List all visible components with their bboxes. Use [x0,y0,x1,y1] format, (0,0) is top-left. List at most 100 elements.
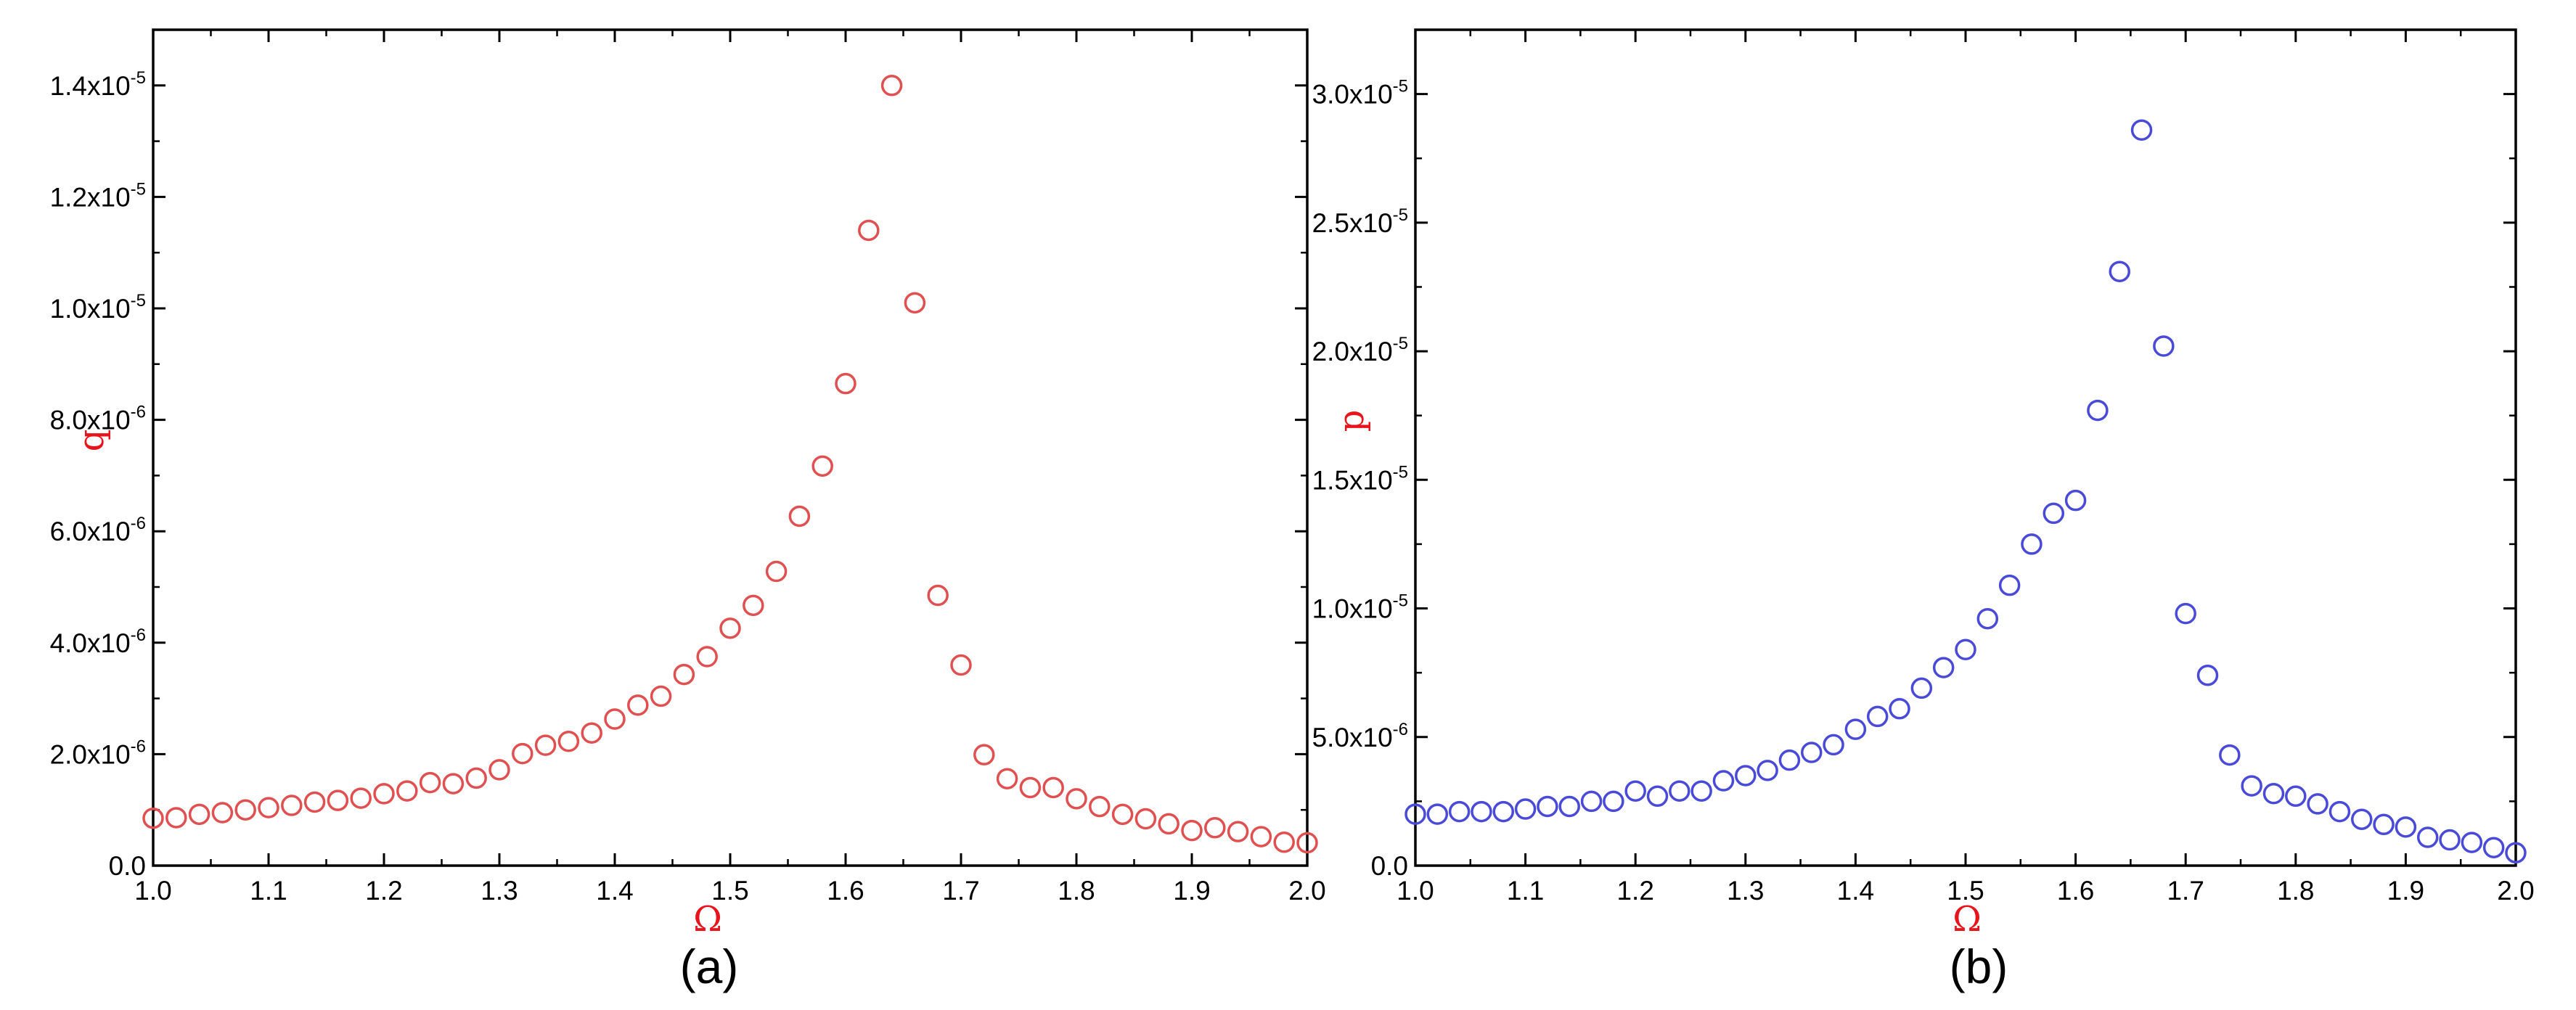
x-tick-label: 1.6 [827,876,864,906]
data-point [1204,817,1226,839]
data-point [419,771,441,794]
data-point [2064,489,2087,512]
data-point [1844,718,1867,740]
data-point [1019,776,1042,799]
data-point [2043,502,2065,525]
x-tick-label: 1.1 [1507,876,1544,906]
data-point [2219,744,2241,766]
data-point [2109,260,2130,282]
data-series [1404,119,2527,864]
y-tick-label: 1.4x10-5 [50,68,146,101]
data-point [1624,780,1646,802]
data-point [1250,826,1272,847]
x-axis-ticks: 1.0 1.1 1.2 1.3 1.4 1.5 1.6 1.7 1.8 1.9 2.0 [1397,30,2535,906]
data-point [465,767,487,789]
data-point [1111,803,1134,826]
data-point [327,789,349,811]
data-point [2328,800,2351,823]
data-point [234,799,256,821]
x-tick-label: 1.7 [942,876,979,906]
data-point [1712,770,1735,792]
data-point [1181,819,1203,842]
data-point [2285,785,2307,808]
y-tick-exponent: -5 [1393,77,1408,97]
data-point [2307,793,2328,815]
data-point [211,802,234,824]
data-point [281,795,303,816]
y-tick-label: 6.0x10-6 [50,514,146,546]
data-point [2262,783,2285,805]
y-tick-exponent: -6 [131,736,146,756]
data-point [2087,399,2109,422]
data-point [396,780,418,802]
data-point [512,742,533,765]
data-series [142,75,1318,854]
data-point [650,685,672,707]
y-tick-exponent: -5 [1393,334,1408,353]
data-point [1778,749,1801,771]
x-axis-label: Ω [1953,899,1982,940]
y-tick-label: 0.0 [109,851,146,881]
y-tick-label: 0.0 [1371,851,1408,881]
data-point [1158,813,1179,835]
y-tick-exponent: -6 [131,514,146,533]
x-tick-label: 1.3 [481,876,518,906]
data-point [2373,813,2395,836]
data-point [1998,574,2021,596]
x-tick-label: 1.7 [2167,876,2204,906]
x-tick-label: 1.8 [1058,876,1095,906]
data-point [581,722,602,744]
data-point [2153,335,2175,357]
x-tick-label: 1.4 [1837,876,1874,906]
data-point [719,617,741,639]
data-point [1646,785,1669,808]
data-point [1889,698,1910,720]
y-tick-label: 3.0x10-5 [1312,77,1408,110]
data-point [350,787,372,809]
data-point [1690,780,1712,802]
x-tick-label: 1.1 [250,876,287,906]
data-point [303,791,326,813]
data-point [2461,832,2483,853]
y-axis-ticks: 0.0 2.0x10-6 4.0x10-6 6.0x10-6 8.0x10-6 1.0x1… [50,68,1307,881]
x-axis-label: Ω [693,899,722,940]
y-axis-label: q [71,430,112,452]
data-point [1757,760,1778,781]
data-point [1042,776,1064,799]
data-point [534,734,557,756]
x-tick-label: 1.0 [134,876,171,906]
data-point [1273,831,1295,853]
data-point [1404,803,1426,825]
data-point [811,455,833,477]
data-point [743,594,764,617]
data-point [188,803,210,826]
data-point [165,807,187,829]
data-point [1823,734,1844,756]
data-point [835,372,856,395]
data-point [142,807,164,829]
data-point [1910,677,1933,699]
x-tick-label: 1.6 [2057,876,2094,906]
data-point [2416,826,2439,848]
panel-label-a: (a) [680,940,739,993]
data-point [1134,808,1157,830]
x-tick-label: 2.0 [2497,876,2534,906]
data-point [1932,657,1955,678]
y-tick-label: 1.0x10-5 [50,291,146,324]
data-point [1976,607,1999,630]
y-tick-label: 2.5x10-5 [1312,205,1408,238]
y-axis-ticks: 0.0 5.0x10-6 1.0x10-5 1.5x10-5 2.0x10-5 2.5x1… [1312,77,2516,881]
data-point [2439,829,2461,851]
data-point [2505,842,2527,864]
y-tick-exponent: -5 [131,179,146,199]
data-point [2130,119,2153,141]
data-point [1580,790,1603,813]
y-tick-exponent: -5 [1393,591,1408,611]
data-point [2351,808,2373,830]
data-point [258,797,279,818]
data-point [2021,533,2043,555]
y-tick-exponent: -5 [1393,462,1408,482]
data-point [927,584,949,607]
data-point [904,292,926,314]
